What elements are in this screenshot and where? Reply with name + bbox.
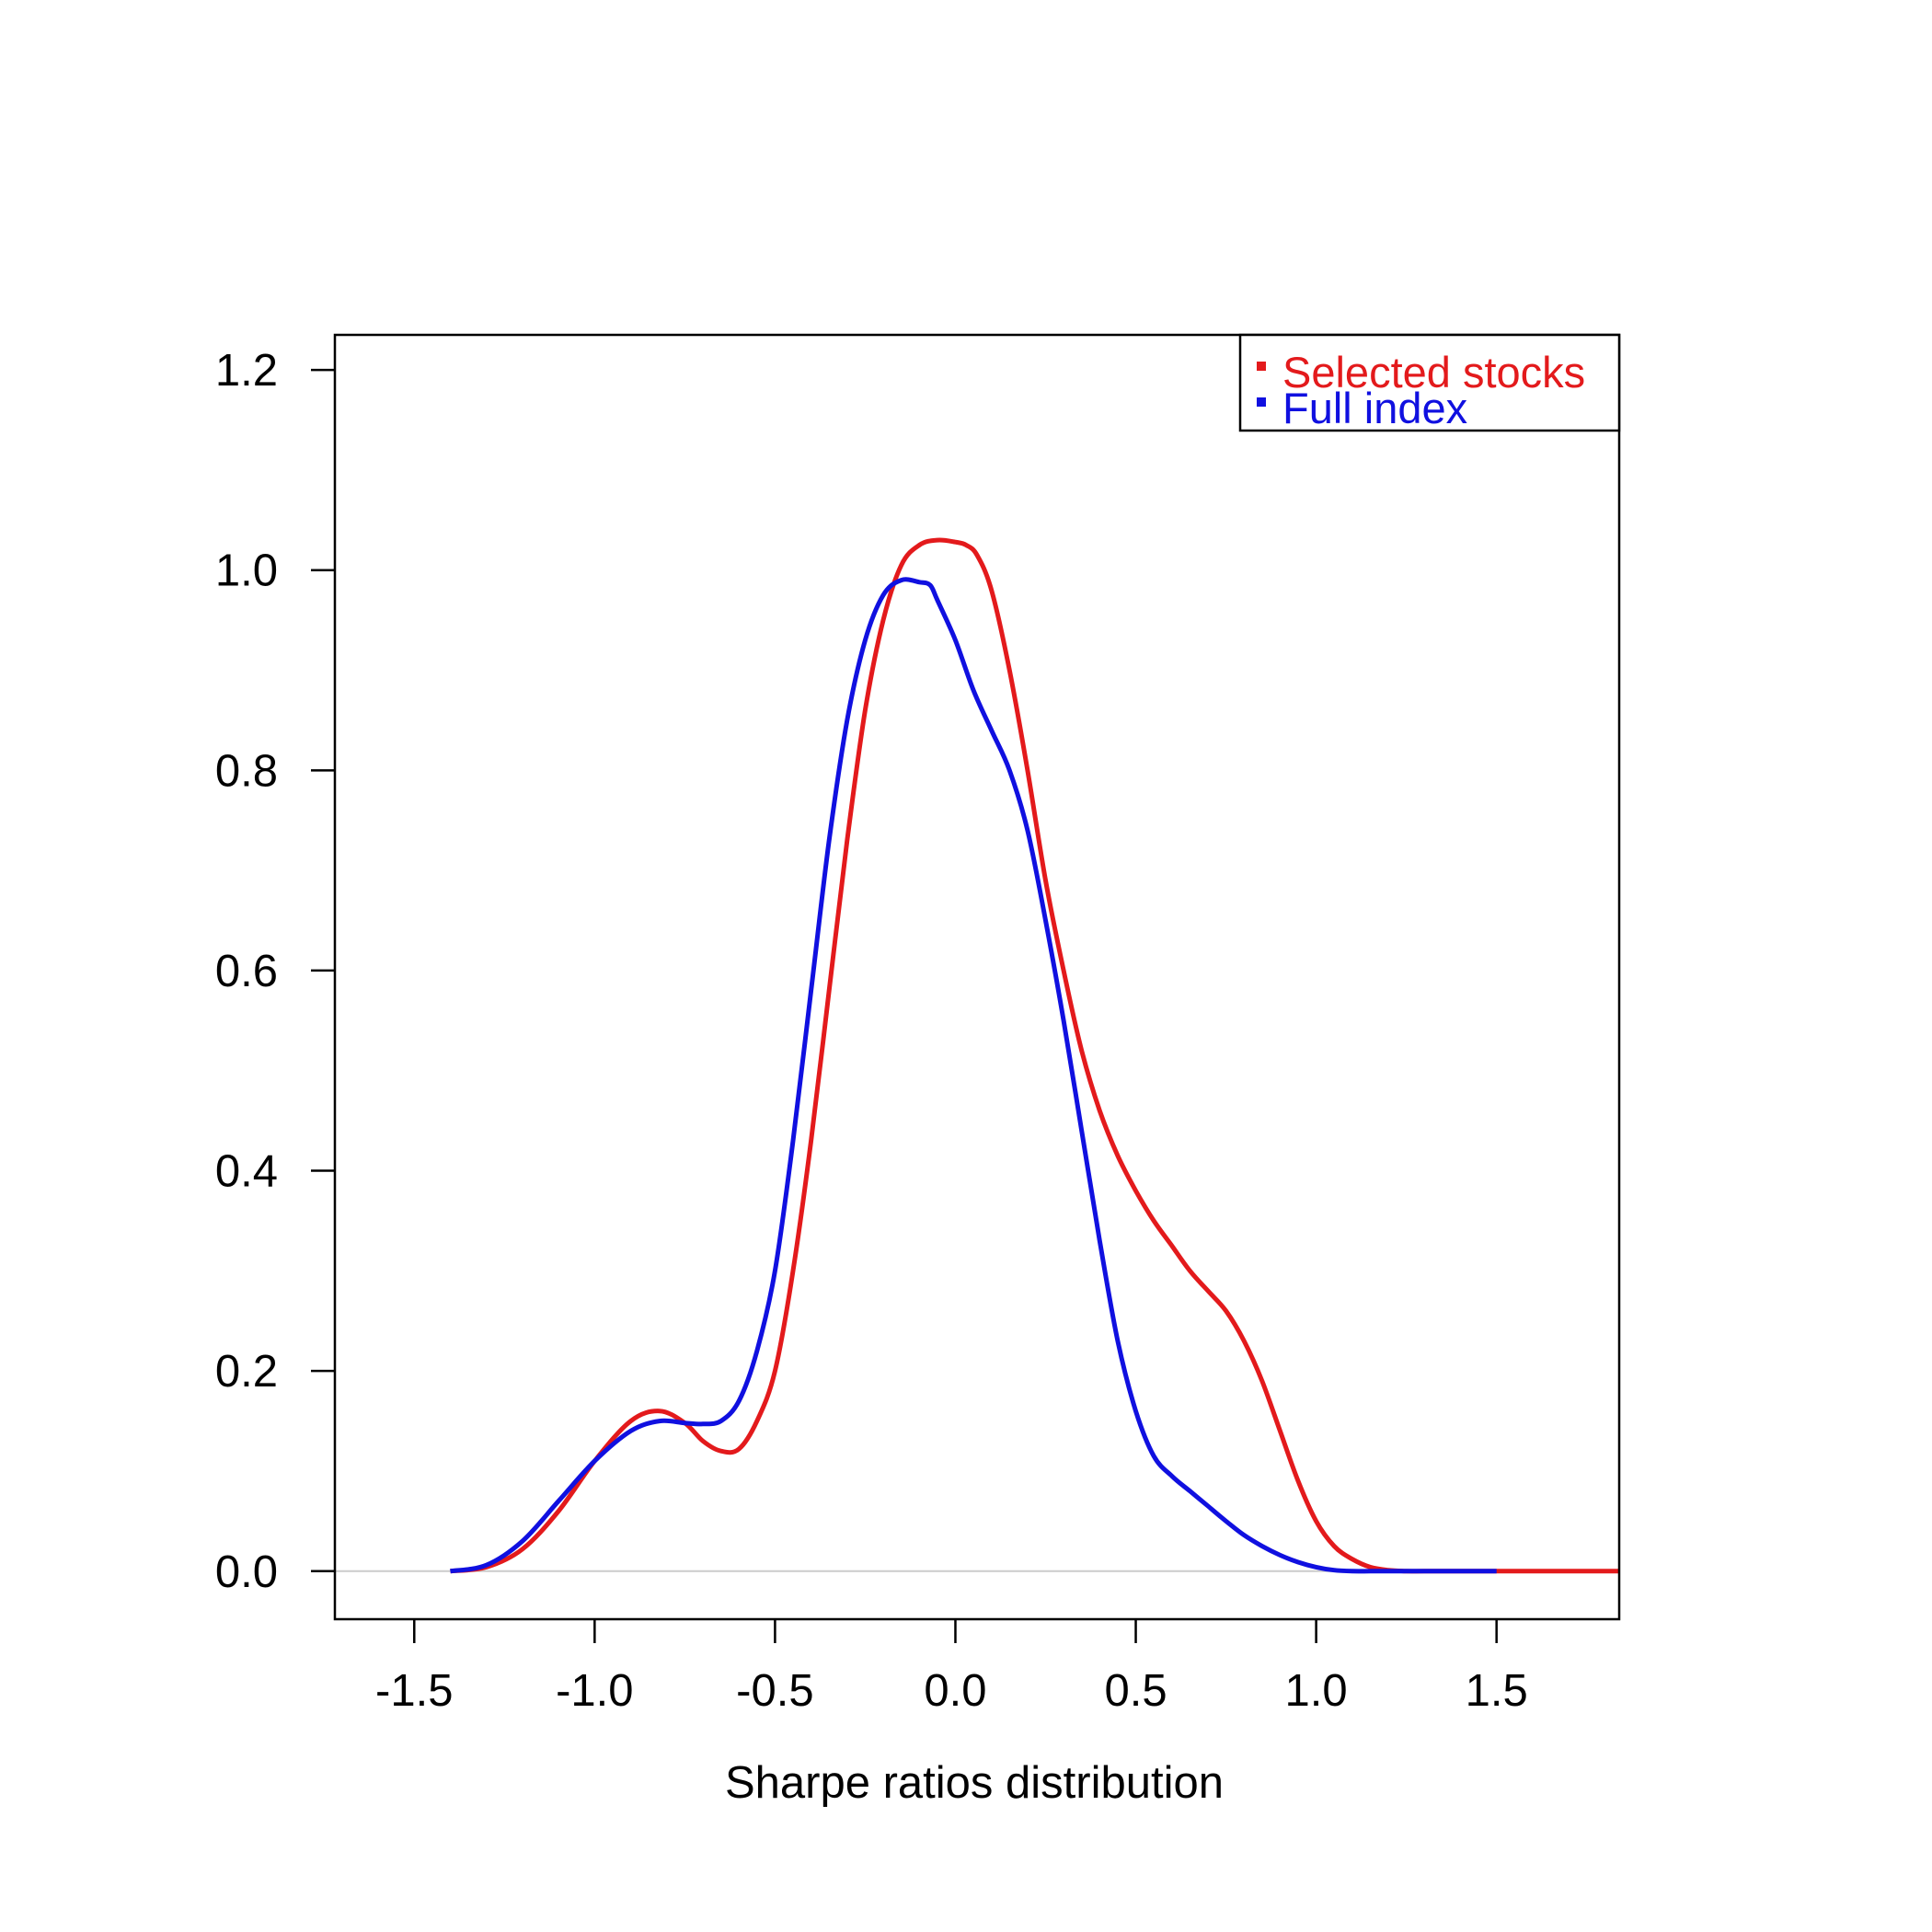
legend-label-selected-stocks: Selected stocks	[1282, 348, 1585, 397]
x-tick-label: -1.0	[556, 1666, 633, 1716]
legend-key-full-index	[1257, 397, 1266, 407]
y-tick-label: 0.6	[215, 947, 278, 996]
x-tick-label: 0.0	[924, 1666, 986, 1716]
y-tick-label: 0.8	[215, 746, 278, 796]
plot-frame	[333, 333, 1621, 1621]
series-line-selected-stocks	[450, 537, 1619, 1574]
x-tick-label: 1.5	[1466, 1666, 1528, 1716]
x-tick-label: 1.0	[1285, 1666, 1348, 1716]
y-tick-label: 1.2	[215, 346, 278, 396]
x-tick-label: 0.5	[1104, 1666, 1167, 1716]
y-tick-label: 0.2	[215, 1347, 278, 1397]
x-axis-label: Sharpe ratios distribution	[725, 1758, 1224, 1808]
y-tick-label: 1.0	[215, 546, 278, 596]
legend-label-full-index: Full index	[1282, 384, 1467, 432]
legend-box	[1238, 333, 1621, 432]
y-tick-label: 0.4	[215, 1147, 278, 1197]
legend-key-selected-stocks	[1257, 362, 1266, 371]
y-tick-label: 0.0	[215, 1547, 278, 1597]
axes: -1.5 -1.0 -0.5 0.0 0.5 1.0 1.5 0.0 0.2 0.4 0.6 0.8 1…	[215, 333, 1621, 1716]
plot-area	[335, 537, 1619, 1574]
x-tick-label: -0.5	[736, 1666, 813, 1716]
x-tick-label: -1.5	[375, 1666, 453, 1716]
series-line-full-index	[450, 577, 1497, 1574]
